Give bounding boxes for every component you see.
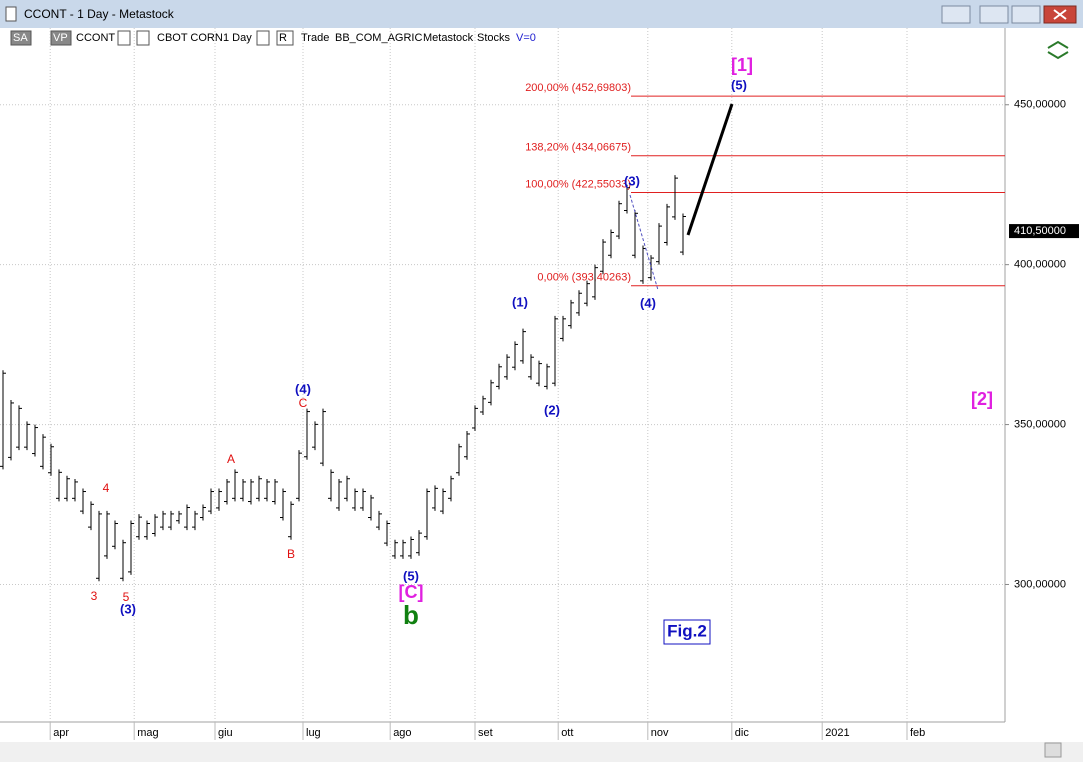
maximize-button[interactable]: [1011, 5, 1041, 24]
toolbar-item[interactable]: SA: [13, 32, 28, 44]
wave-label: [2]: [971, 389, 993, 409]
x-tick-label: nov: [651, 727, 669, 739]
wave-label: (2): [544, 402, 560, 417]
toolbar-item[interactable]: R: [279, 32, 287, 44]
x-tick-label: ago: [393, 727, 411, 739]
trend-line: [629, 194, 659, 291]
wave-label: C: [299, 396, 308, 410]
last-price-box: [1009, 224, 1079, 239]
x-tick-label: dic: [735, 727, 750, 739]
dropdown[interactable]: [136, 30, 150, 46]
toolbar-button[interactable]: [10, 30, 32, 46]
wave-label: b: [403, 600, 419, 630]
wave-label: [C]: [399, 582, 424, 602]
wave-label: 4: [103, 481, 110, 495]
dropdown[interactable]: [117, 30, 131, 46]
x-tick-label: giu: [218, 727, 233, 739]
restore-button[interactable]: [941, 5, 971, 24]
toolbar-item[interactable]: V=0: [516, 32, 536, 44]
x-tick-label: apr: [53, 727, 69, 739]
chart-background: [0, 28, 1083, 762]
toolbar-item[interactable]: VP: [53, 32, 68, 44]
fib-label: 138,20% (434,06675): [525, 142, 631, 154]
minimize-button[interactable]: [979, 5, 1009, 24]
x-tick-label: lug: [306, 727, 321, 739]
fib-label: 0,00% (393,40263): [537, 272, 631, 284]
wave-label: (1): [512, 294, 528, 309]
window-title: CCONT - 1 Day - Metastock: [24, 7, 175, 21]
fib-label: 200,00% (452,69803): [525, 82, 631, 94]
scroll-thumb[interactable]: [1044, 742, 1062, 758]
x-tick-label: ott: [561, 727, 573, 739]
wave-label: (4): [295, 381, 311, 396]
toolbar-item[interactable]: CCONT: [76, 32, 115, 44]
wave-label: (4): [640, 295, 656, 310]
fib-label: 100,00% (422,55033): [525, 178, 631, 190]
wave-label: A: [227, 452, 235, 466]
app-icon: [5, 6, 17, 22]
wave-label: [1]: [731, 55, 753, 75]
last-price-label: 410,50000: [1014, 225, 1066, 237]
wave-label: 5: [123, 590, 130, 604]
wave-label: Fig.2: [667, 621, 707, 640]
title-bar: [0, 0, 1083, 28]
x-tick-label: 2021: [825, 727, 849, 739]
close-icon: [1053, 9, 1067, 20]
wave-label: (3): [120, 601, 136, 616]
x-tick-label: feb: [910, 727, 925, 739]
wave-label: (3): [624, 173, 640, 188]
x-tick-label: mag: [137, 727, 158, 739]
toolbar-item[interactable]: Stocks: [477, 32, 511, 44]
wave-label: (5): [731, 77, 747, 92]
y-tick-label: 450,00000: [1014, 99, 1066, 111]
scrollbar[interactable]: [0, 742, 1083, 762]
toolbar-button[interactable]: [50, 30, 72, 46]
y-tick-label: 400,00000: [1014, 259, 1066, 271]
annotation-box: [663, 619, 711, 645]
toolbar-item[interactable]: Metastock: [423, 32, 474, 44]
dropdown[interactable]: [256, 30, 270, 46]
toolbar-item[interactable]: BB_COM_AGRIC: [335, 32, 422, 44]
wave-label: B: [287, 547, 295, 561]
x-tick-label: set: [478, 727, 493, 739]
y-tick-label: 300,00000: [1014, 578, 1066, 590]
y-tick-label: 350,00000: [1014, 418, 1066, 430]
toolbar-item[interactable]: CBOT CORN: [157, 32, 223, 44]
wave-label: 3: [91, 589, 98, 603]
toolbar-button[interactable]: [276, 30, 294, 46]
projection-line: [686, 103, 734, 236]
toolbar-icon[interactable]: [1047, 40, 1069, 60]
toolbar-item[interactable]: Trade: [301, 32, 329, 44]
wave-label: (5): [403, 568, 419, 583]
toolbar-item[interactable]: 1 Day: [223, 32, 252, 44]
